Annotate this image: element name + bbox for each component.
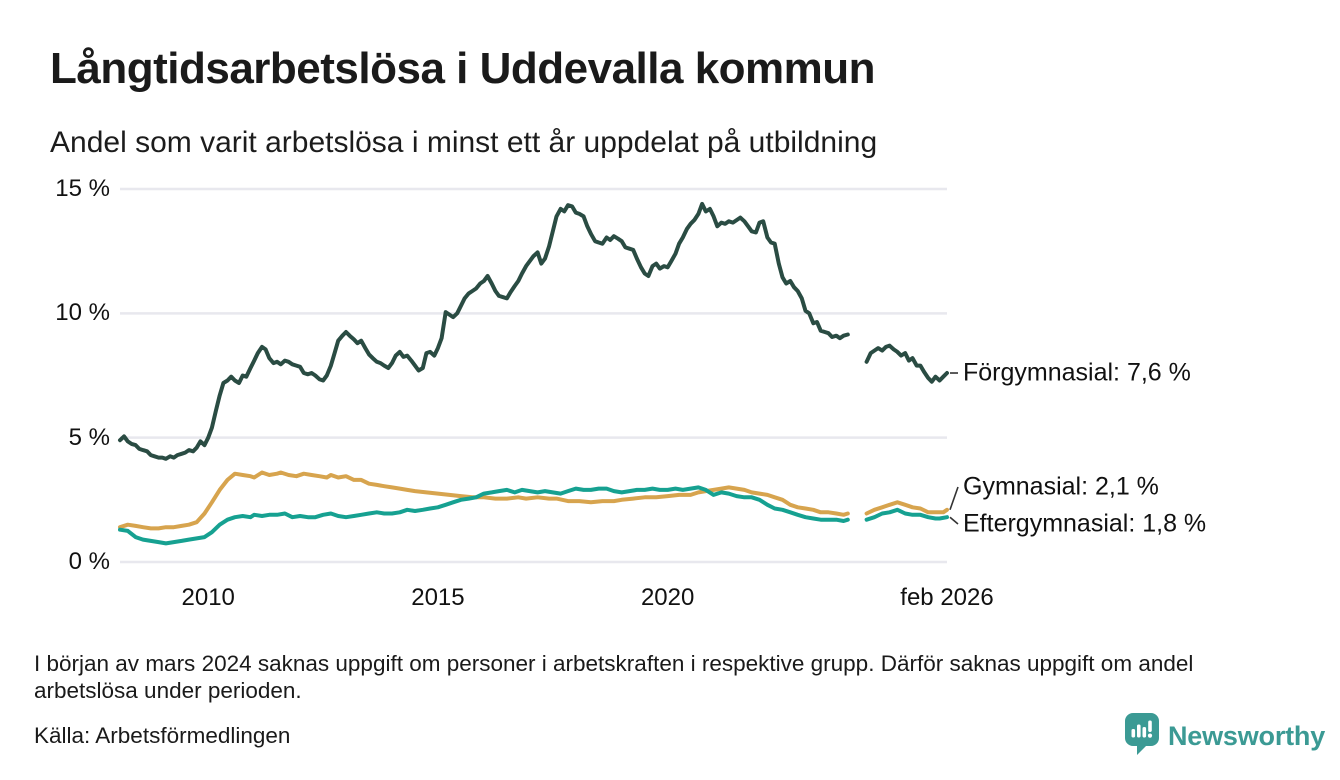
y-tick-label: 10 % bbox=[55, 299, 110, 327]
x-tick-label: 2015 bbox=[411, 584, 465, 611]
x-tick-label: feb 2026 bbox=[900, 584, 994, 611]
x-tick-label: 2020 bbox=[640, 584, 695, 611]
series-end-label-gymnasial: Gymnasial: 2,1 % bbox=[963, 472, 1159, 501]
series-line-eftergymnasial bbox=[864, 507, 949, 522]
newsworthy-logo-text: Newsworthy bbox=[1168, 721, 1326, 751]
page-title: Långtidsarbetslösa i Uddevalla kommun bbox=[50, 44, 876, 93]
series-line-eftergymnasial bbox=[118, 485, 850, 546]
end-label-connector bbox=[949, 486, 959, 511]
page-subtitle: Andel som varit arbetslösa i minst ett å… bbox=[50, 126, 878, 159]
y-tick-label: 15 % bbox=[55, 175, 110, 202]
data-gap-footnote: I början av mars 2024 saknas uppgift om … bbox=[34, 651, 1194, 703]
series-end-label-förgymnasial: Förgymnasial: 7,6 % bbox=[963, 358, 1191, 387]
y-tick-label: 5 % bbox=[68, 423, 110, 451]
newsworthy-speech-bubble-bar-chart-icon bbox=[1124, 712, 1160, 761]
newsworthy-logo: Newsworthy bbox=[1124, 712, 1325, 761]
series-line-förgymnasial bbox=[118, 201, 850, 461]
series-line-förgymnasial bbox=[864, 343, 949, 384]
series-line-gymnasial bbox=[118, 470, 850, 531]
series-end-label-eftergymnasial: Eftergymnasial: 1,8 % bbox=[963, 509, 1207, 538]
y-tick-label: 0 % bbox=[68, 548, 110, 575]
x-tick-label: 2010 bbox=[181, 584, 235, 611]
series-line-gymnasial bbox=[864, 500, 949, 516]
end-label-connector bbox=[949, 516, 959, 525]
source-note: Källa: Arbetsförmedlingen bbox=[34, 723, 291, 748]
